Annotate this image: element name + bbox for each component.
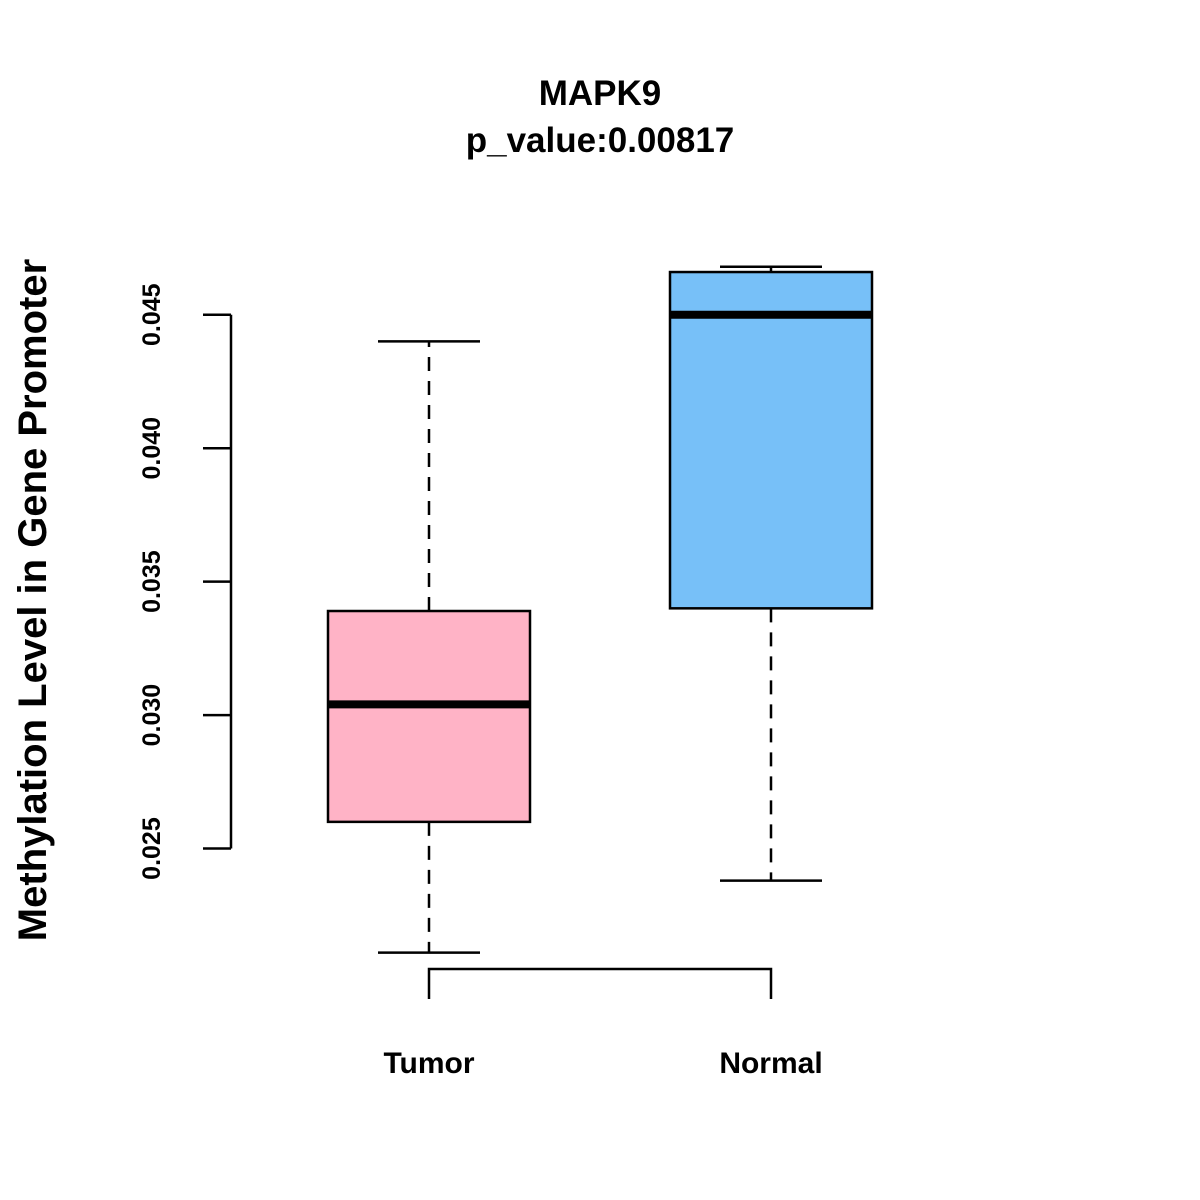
chart-title: MAPK9 <box>539 74 662 113</box>
bracket-line <box>427 967 773 999</box>
y-tick-label: 0.045 <box>138 283 166 346</box>
category-label-tumor: Tumor <box>383 1047 474 1080</box>
y-tick-label: 0.035 <box>138 550 166 613</box>
y-axis-label: Methylation Level in Gene Promoter <box>11 259 55 941</box>
y-tick-label: 0.030 <box>138 684 166 747</box>
category-labels: Tumor Normal <box>383 1047 822 1080</box>
chart-subtitle: p_value:0.00817 <box>466 121 735 160</box>
box-tumor <box>326 340 532 954</box>
comparison-bracket <box>427 967 773 999</box>
boxes <box>326 265 874 954</box>
y-tick-label: 0.040 <box>138 417 166 480</box>
box-rect <box>668 270 874 610</box>
box-rect <box>326 609 532 824</box>
box-normal <box>668 265 874 882</box>
category-label-normal: Normal <box>719 1047 822 1080</box>
y-tick-label: 0.025 <box>138 817 166 880</box>
y-axis: 0.025 0.030 0.035 0.040 0.045 <box>138 283 233 880</box>
